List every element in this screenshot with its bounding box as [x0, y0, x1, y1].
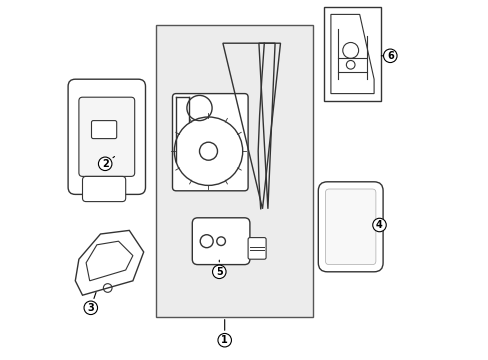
FancyBboxPatch shape: [68, 79, 145, 194]
FancyBboxPatch shape: [82, 176, 125, 202]
Text: 2: 2: [102, 157, 114, 169]
Bar: [156, 25, 312, 317]
FancyBboxPatch shape: [318, 182, 382, 272]
Text: 1: 1: [221, 320, 227, 345]
FancyBboxPatch shape: [91, 121, 117, 139]
Text: 4: 4: [375, 220, 382, 230]
Text: 6: 6: [381, 51, 393, 61]
Text: 5: 5: [216, 260, 222, 277]
FancyBboxPatch shape: [79, 97, 134, 176]
FancyBboxPatch shape: [192, 218, 249, 265]
FancyBboxPatch shape: [247, 238, 265, 259]
FancyBboxPatch shape: [325, 189, 375, 265]
FancyBboxPatch shape: [172, 94, 247, 191]
Text: 3: 3: [87, 292, 96, 313]
